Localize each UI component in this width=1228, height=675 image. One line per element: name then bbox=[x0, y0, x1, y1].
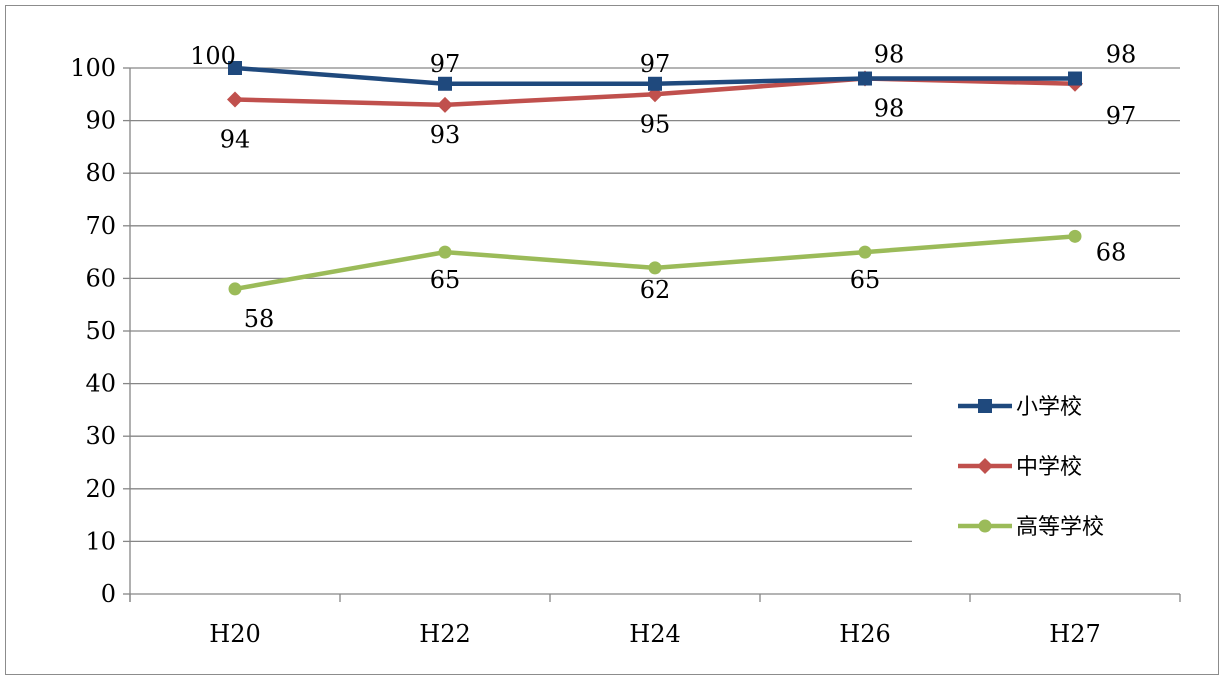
marker-circle bbox=[438, 245, 452, 259]
marker-square bbox=[228, 61, 242, 75]
marker-circle bbox=[648, 261, 662, 275]
x-tick-label: H20 bbox=[209, 620, 260, 648]
marker-circle bbox=[228, 282, 242, 296]
data-label: 62 bbox=[640, 276, 671, 304]
y-tick-label: 60 bbox=[85, 264, 116, 292]
marker-diamond bbox=[437, 96, 453, 113]
marker-square bbox=[858, 71, 872, 86]
x-tick-label: H24 bbox=[629, 620, 680, 648]
data-label: 97 bbox=[640, 50, 671, 78]
chart-frame bbox=[5, 5, 1219, 675]
data-label: 68 bbox=[1096, 238, 1127, 266]
y-tick-label: 70 bbox=[85, 212, 116, 240]
data-label: 65 bbox=[850, 266, 881, 294]
marker-circle bbox=[1068, 229, 1082, 243]
data-label: 94 bbox=[220, 126, 251, 154]
y-tick-label: 0 bbox=[101, 580, 116, 608]
marker-diamond bbox=[227, 91, 243, 108]
data-label: 93 bbox=[430, 121, 461, 149]
data-label: 58 bbox=[244, 305, 275, 333]
data-label: 97 bbox=[430, 50, 461, 78]
marker-square bbox=[648, 76, 662, 91]
marker-diamond bbox=[977, 458, 993, 474]
data-label: 97 bbox=[1106, 102, 1137, 130]
legend-label: 小学校 bbox=[1016, 395, 1082, 420]
marker-circle bbox=[858, 245, 872, 259]
data-label: 95 bbox=[640, 110, 671, 138]
marker-square bbox=[438, 76, 452, 91]
data-label: 65 bbox=[430, 266, 461, 294]
legend-label: 高等学校 bbox=[1016, 515, 1104, 540]
data-label: 98 bbox=[874, 41, 905, 69]
x-tick-label: H26 bbox=[839, 620, 890, 648]
marker-circle bbox=[978, 519, 992, 533]
y-tick-label: 50 bbox=[85, 317, 116, 345]
y-tick-label: 20 bbox=[85, 475, 116, 503]
legend-box bbox=[912, 378, 1180, 542]
y-tick-label: 10 bbox=[85, 527, 116, 555]
y-tick-label: 100 bbox=[70, 54, 116, 82]
data-label: 98 bbox=[1106, 41, 1137, 69]
marker-square bbox=[978, 399, 992, 413]
y-tick-label: 40 bbox=[85, 370, 116, 398]
y-tick-label: 90 bbox=[85, 107, 116, 135]
y-tick-label: 30 bbox=[85, 422, 116, 450]
legend-label: 中学校 bbox=[1016, 455, 1082, 480]
y-tick-label: 80 bbox=[85, 159, 116, 187]
x-tick-label: H22 bbox=[419, 620, 470, 648]
marker-square bbox=[1068, 71, 1082, 86]
data-label: 100 bbox=[190, 42, 236, 70]
data-label: 98 bbox=[874, 95, 905, 123]
x-tick-label: H27 bbox=[1049, 620, 1100, 648]
